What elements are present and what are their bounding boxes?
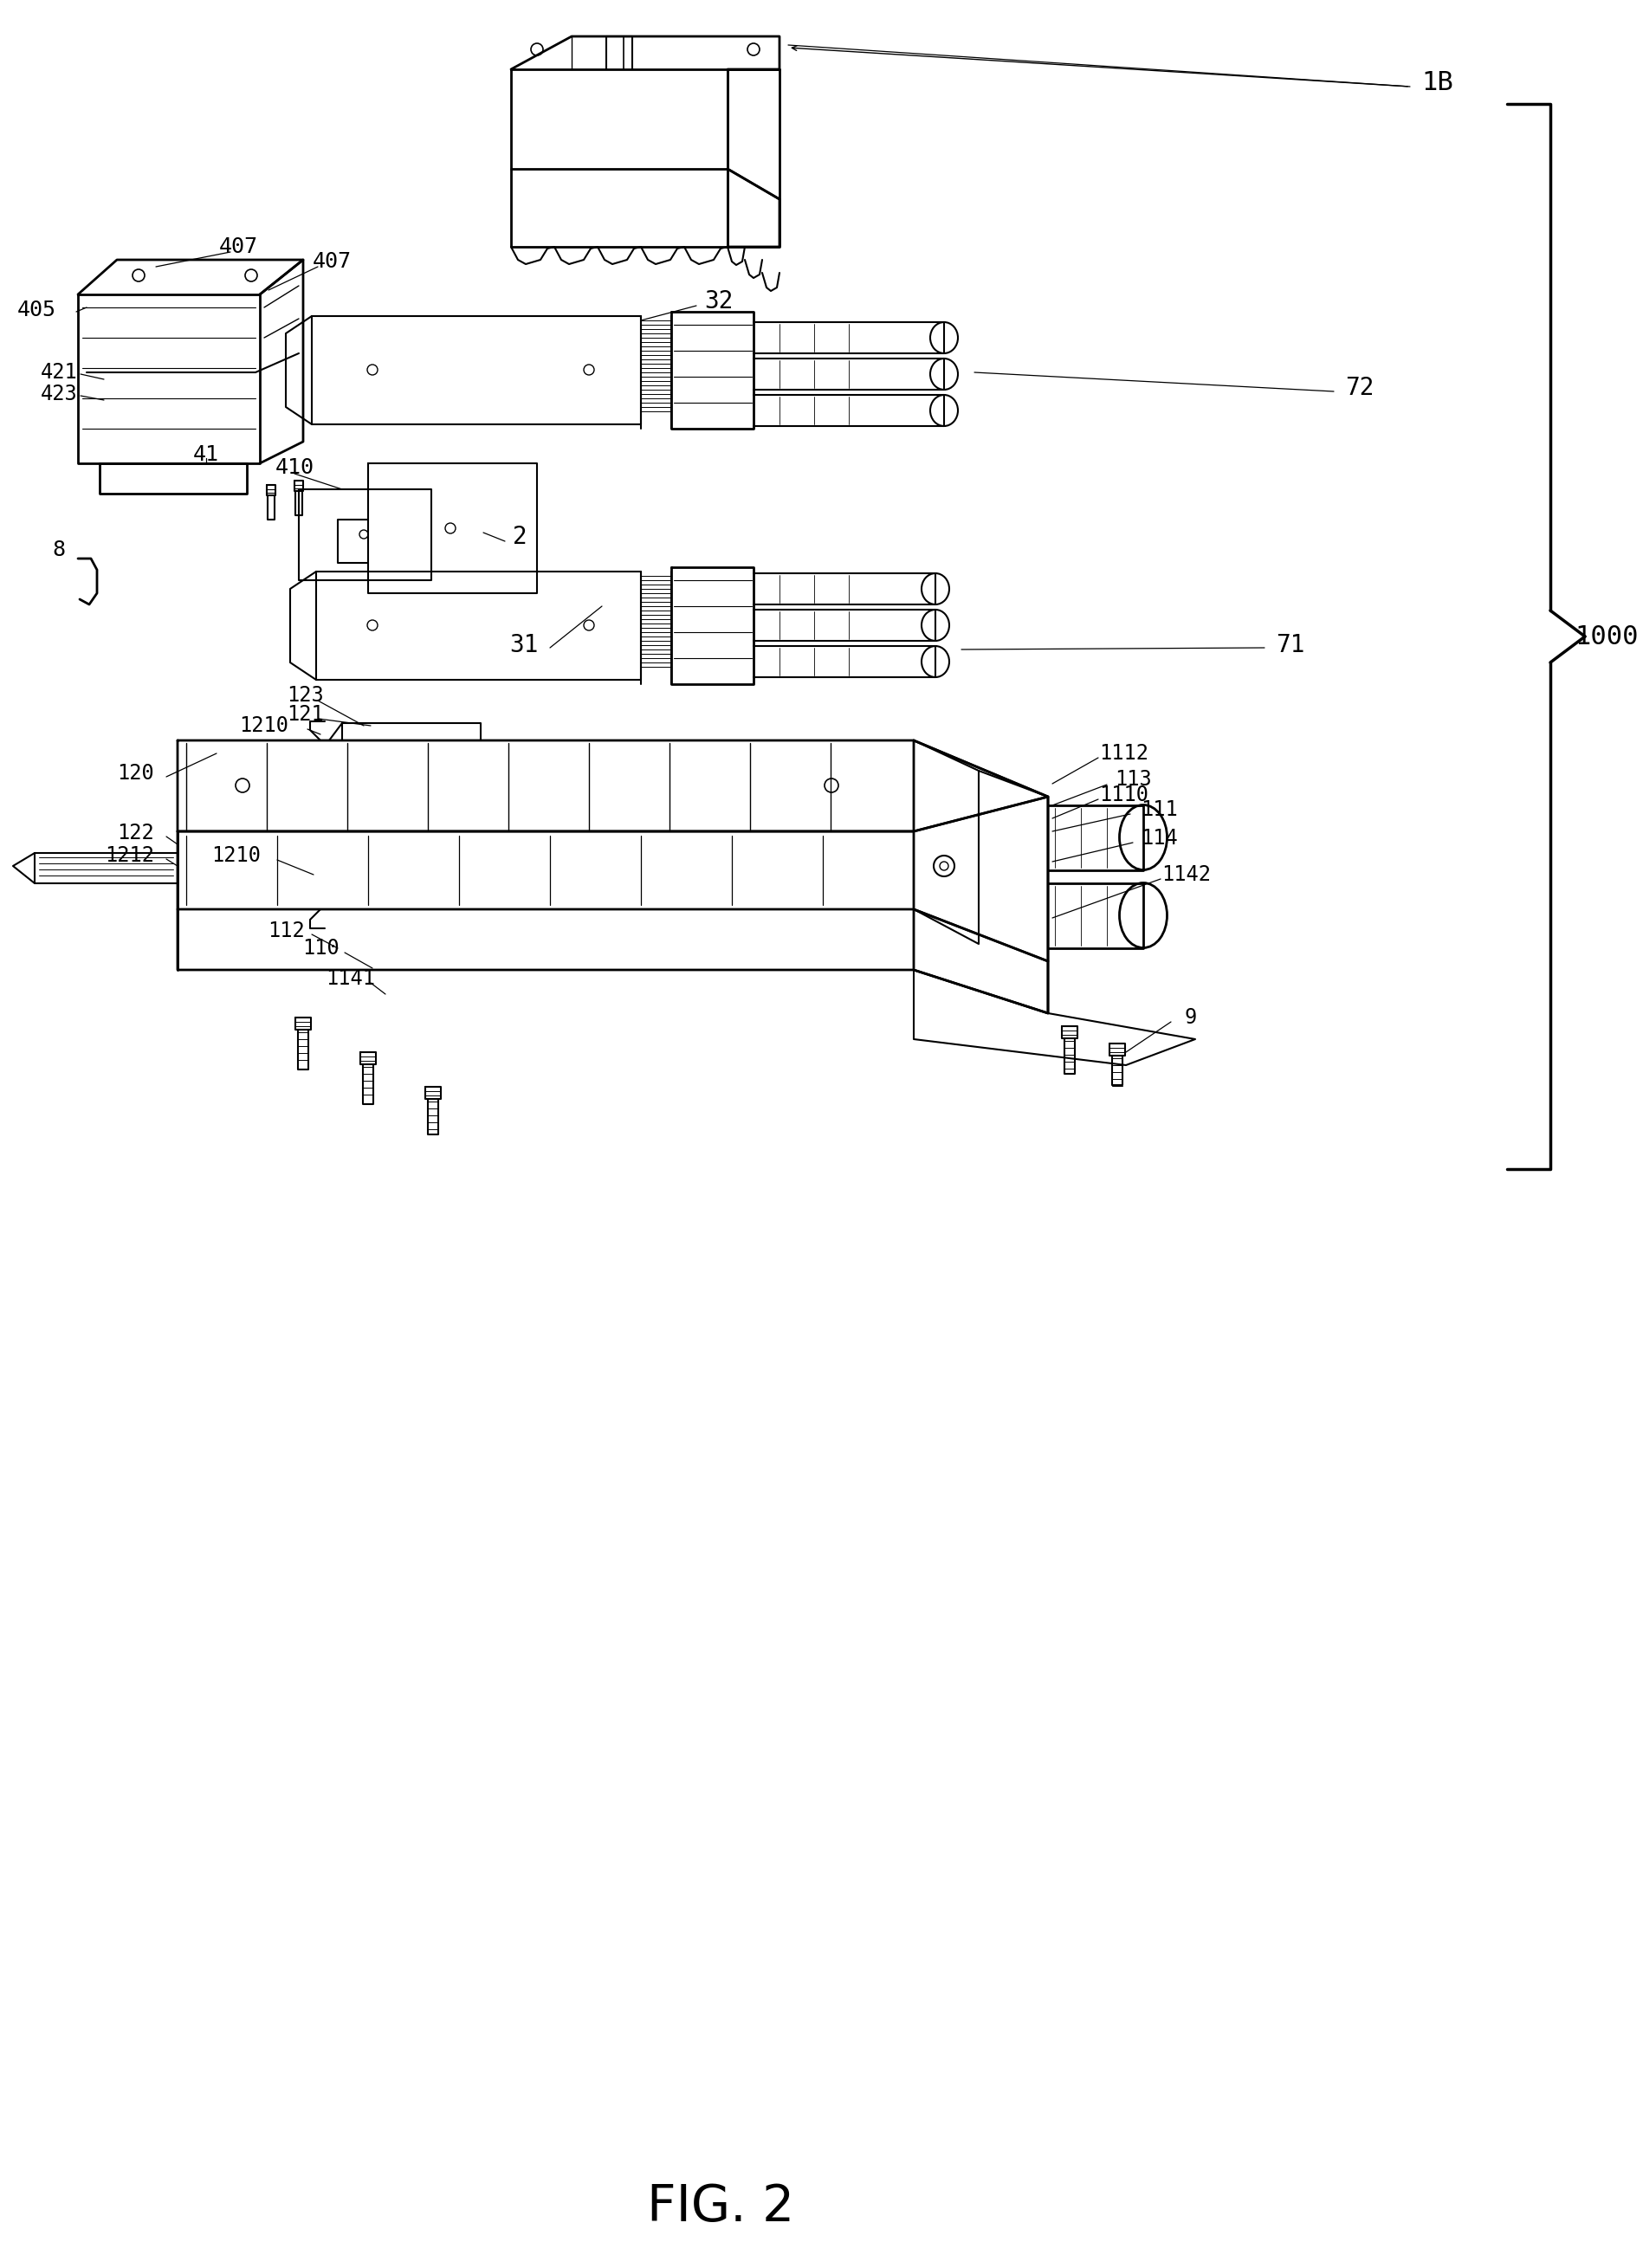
Text: 72: 72 (1346, 376, 1374, 399)
Text: 421: 421 (41, 363, 77, 383)
Text: 113: 113 (1114, 769, 1152, 789)
Text: 1142: 1142 (1162, 864, 1211, 885)
Text: 31: 31 (509, 633, 539, 658)
Text: FIG. 2: FIG. 2 (647, 2182, 794, 2232)
Text: 112: 112 (268, 921, 304, 941)
Text: 1000: 1000 (1574, 624, 1638, 649)
Text: 32: 32 (705, 290, 733, 313)
Text: 2: 2 (513, 524, 527, 549)
Text: 1112: 1112 (1099, 744, 1148, 764)
Text: 123: 123 (286, 685, 324, 705)
Text: 1B: 1B (1421, 70, 1454, 95)
Text: 8: 8 (53, 540, 66, 560)
Text: 122: 122 (117, 823, 154, 844)
Text: 110: 110 (302, 939, 338, 959)
Text: 114: 114 (1140, 828, 1178, 848)
Text: 1141: 1141 (325, 968, 376, 989)
Text: 410: 410 (274, 458, 314, 479)
Text: 423: 423 (41, 383, 77, 404)
Text: 121: 121 (286, 703, 324, 726)
Text: 1212: 1212 (105, 846, 154, 866)
Text: 120: 120 (117, 762, 154, 785)
Text: 405: 405 (18, 299, 56, 320)
Text: 407: 407 (312, 252, 352, 272)
Text: 1210: 1210 (212, 846, 261, 866)
Text: 111: 111 (1140, 798, 1178, 821)
Text: 1210: 1210 (240, 714, 289, 737)
Text: 1110: 1110 (1099, 785, 1148, 805)
Text: 41: 41 (194, 445, 219, 465)
Text: 71: 71 (1277, 633, 1305, 658)
Text: 9: 9 (1185, 1007, 1198, 1027)
Text: 407: 407 (219, 236, 258, 256)
